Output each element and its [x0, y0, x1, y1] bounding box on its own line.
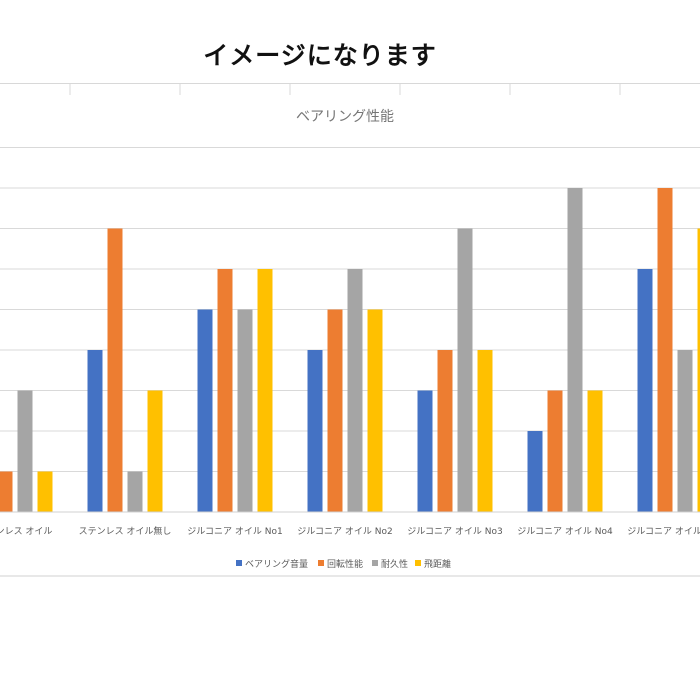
- bar: [127, 471, 143, 512]
- x-tick-label: ジルコニア オイル No3: [407, 526, 503, 537]
- legend-swatch: [415, 560, 421, 566]
- bar: [697, 228, 700, 512]
- bar: [107, 228, 123, 512]
- legend-swatch: [236, 560, 242, 566]
- bar: [477, 350, 493, 512]
- x-tick-label: ジルコニア オイル No1: [187, 526, 283, 537]
- bar: [677, 350, 693, 512]
- bar: [567, 188, 583, 512]
- x-tick-label: ステンレス オイル無し: [79, 525, 172, 537]
- bar: [417, 390, 433, 512]
- legend-label: 回転性能: [327, 558, 363, 570]
- bar: [637, 269, 653, 512]
- bar: [347, 269, 363, 512]
- chart-frame-top-border: [0, 83, 700, 84]
- bar: [457, 228, 473, 512]
- bar: [237, 309, 253, 512]
- x-tick-label: ジルコニア オイル No4: [517, 526, 613, 537]
- bar: [547, 390, 563, 512]
- bar: [307, 350, 323, 512]
- x-tick-label: ステンレス オイル: [0, 526, 52, 537]
- bar: [17, 390, 33, 512]
- x-axis-labels: ステンレス オイル ステンレス オイル無し ジルコニア オイル No1 ジルコニア オ…: [0, 525, 700, 537]
- bar: [527, 431, 543, 512]
- bar: [367, 309, 383, 512]
- legend-label: 耐久性: [381, 558, 408, 570]
- legend-swatch: [372, 560, 378, 566]
- bar: [217, 269, 233, 512]
- legend-label: ベアリング音量: [245, 558, 308, 570]
- legend-swatch: [318, 560, 324, 566]
- bars: [0, 188, 700, 513]
- bar: [147, 390, 163, 512]
- bar: [437, 350, 453, 512]
- bar: [657, 188, 673, 512]
- x-tick-label: ジルコニア オイル No2: [297, 526, 393, 537]
- legend: ベアリング音量 回転性能 耐久性 飛距離: [236, 558, 451, 570]
- bar: [327, 309, 343, 512]
- bar: [197, 309, 213, 512]
- bar: [87, 350, 103, 512]
- bar: [587, 390, 603, 512]
- legend-label: 飛距離: [424, 558, 451, 570]
- x-tick-label: ジルコニア オイル No5: [627, 526, 700, 537]
- bar: [257, 269, 273, 512]
- chart-title: ベアリング性能: [296, 109, 394, 125]
- page-heading: イメージになります: [203, 41, 437, 70]
- bar: [0, 471, 13, 512]
- bar: [37, 471, 53, 512]
